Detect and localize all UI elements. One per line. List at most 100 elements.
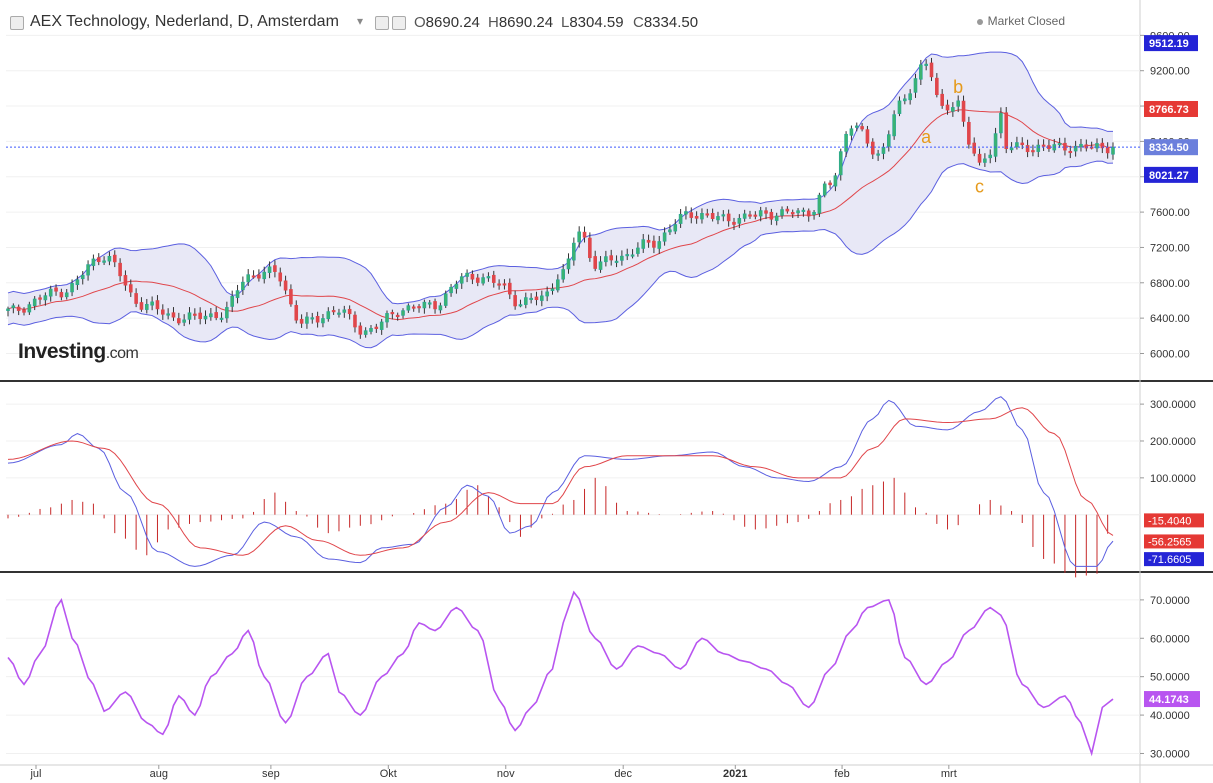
candle[interactable] bbox=[945, 104, 950, 111]
candle[interactable] bbox=[838, 151, 843, 176]
candle[interactable] bbox=[406, 305, 411, 311]
candle[interactable] bbox=[732, 221, 736, 225]
candle[interactable] bbox=[417, 306, 421, 309]
candle[interactable] bbox=[326, 311, 331, 320]
candle[interactable] bbox=[299, 318, 304, 324]
candle[interactable] bbox=[828, 182, 832, 186]
candle[interactable] bbox=[209, 313, 213, 318]
candle[interactable] bbox=[139, 302, 144, 310]
candle[interactable] bbox=[294, 305, 299, 321]
candle[interactable] bbox=[358, 325, 363, 335]
candle[interactable] bbox=[614, 260, 619, 263]
candle[interactable] bbox=[134, 293, 138, 304]
candle[interactable] bbox=[102, 260, 106, 263]
candle[interactable] bbox=[390, 312, 395, 315]
candle[interactable] bbox=[886, 134, 891, 147]
candle[interactable] bbox=[422, 301, 427, 309]
candle[interactable] bbox=[161, 309, 165, 315]
candle[interactable] bbox=[1095, 143, 1099, 149]
candle[interactable] bbox=[278, 272, 283, 282]
candle[interactable] bbox=[107, 256, 112, 262]
candle[interactable] bbox=[609, 255, 614, 261]
candle[interactable] bbox=[545, 291, 549, 297]
candle[interactable] bbox=[801, 209, 806, 212]
candle[interactable] bbox=[636, 247, 640, 254]
candle[interactable] bbox=[1031, 150, 1035, 153]
candle[interactable] bbox=[123, 275, 128, 286]
candle[interactable] bbox=[961, 100, 966, 122]
candle[interactable] bbox=[913, 78, 918, 93]
candle[interactable] bbox=[507, 282, 512, 295]
candle[interactable] bbox=[331, 310, 336, 313]
candle[interactable] bbox=[1111, 146, 1115, 155]
candle[interactable] bbox=[860, 126, 864, 130]
candle[interactable] bbox=[620, 255, 624, 261]
candle[interactable] bbox=[433, 301, 437, 310]
candle[interactable] bbox=[999, 112, 1003, 134]
candle[interactable] bbox=[75, 279, 80, 285]
candle[interactable] bbox=[630, 254, 635, 257]
candle[interactable] bbox=[652, 240, 656, 248]
candle[interactable] bbox=[59, 292, 64, 298]
candle[interactable] bbox=[1057, 143, 1062, 146]
candle[interactable] bbox=[1036, 144, 1041, 152]
candle[interactable] bbox=[908, 93, 912, 101]
candle[interactable] bbox=[742, 213, 747, 219]
candle[interactable] bbox=[459, 276, 464, 284]
candle[interactable] bbox=[967, 121, 971, 145]
candle[interactable] bbox=[854, 125, 859, 128]
candle[interactable] bbox=[806, 210, 811, 217]
candle[interactable] bbox=[251, 275, 256, 278]
candle[interactable] bbox=[929, 62, 934, 78]
candle[interactable] bbox=[737, 217, 742, 224]
candle[interactable] bbox=[924, 63, 928, 66]
candle[interactable] bbox=[353, 314, 357, 328]
candle[interactable] bbox=[897, 100, 902, 114]
candle[interactable] bbox=[524, 297, 528, 305]
candle[interactable] bbox=[86, 264, 90, 276]
candle[interactable] bbox=[1084, 144, 1089, 149]
candle[interactable] bbox=[716, 216, 720, 221]
candle[interactable] bbox=[865, 129, 870, 144]
candle[interactable] bbox=[321, 318, 325, 324]
candle[interactable] bbox=[892, 114, 896, 137]
candle[interactable] bbox=[486, 276, 491, 279]
candle[interactable] bbox=[305, 316, 309, 324]
candle[interactable] bbox=[374, 326, 379, 329]
candle[interactable] bbox=[32, 298, 37, 307]
candle[interactable] bbox=[668, 229, 672, 233]
add-indicator-icon[interactable] bbox=[392, 16, 406, 30]
candle[interactable] bbox=[769, 211, 774, 220]
candle[interactable] bbox=[214, 312, 218, 319]
candle[interactable] bbox=[273, 265, 277, 272]
candle[interactable] bbox=[481, 277, 485, 284]
candle[interactable] bbox=[401, 310, 405, 316]
candle[interactable] bbox=[726, 213, 731, 222]
chevron-down-icon[interactable]: ▾ bbox=[357, 14, 364, 28]
candle[interactable] bbox=[758, 210, 763, 217]
candle[interactable] bbox=[502, 283, 507, 286]
candle[interactable] bbox=[11, 305, 16, 309]
candle[interactable] bbox=[1015, 142, 1019, 147]
candle[interactable] bbox=[257, 274, 261, 279]
candle[interactable] bbox=[385, 313, 389, 323]
candle[interactable] bbox=[684, 211, 688, 215]
candle[interactable] bbox=[678, 213, 683, 224]
candle[interactable] bbox=[1009, 147, 1014, 151]
candle[interactable] bbox=[118, 262, 122, 277]
candle[interactable] bbox=[80, 274, 85, 280]
candle[interactable] bbox=[641, 239, 646, 249]
candle[interactable] bbox=[438, 305, 443, 311]
candle[interactable] bbox=[241, 281, 245, 291]
candle[interactable] bbox=[187, 312, 192, 320]
candle[interactable] bbox=[1025, 145, 1030, 153]
candle[interactable] bbox=[22, 309, 26, 313]
candle[interactable] bbox=[705, 213, 710, 216]
candle[interactable] bbox=[443, 293, 448, 306]
candle[interactable] bbox=[774, 215, 779, 221]
candle[interactable] bbox=[940, 93, 944, 106]
candle[interactable] bbox=[470, 273, 475, 280]
candle[interactable] bbox=[16, 306, 21, 311]
candle[interactable] bbox=[790, 212, 795, 215]
candle[interactable] bbox=[150, 301, 154, 306]
